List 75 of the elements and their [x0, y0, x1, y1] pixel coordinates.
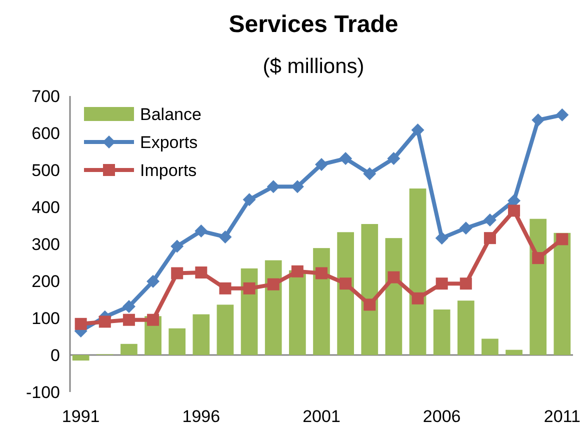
point	[532, 114, 545, 127]
y-tick-label: 100	[32, 308, 60, 328]
legend-label: Exports	[140, 132, 198, 152]
point	[412, 292, 424, 304]
bar	[72, 355, 90, 361]
bar	[530, 218, 547, 355]
bar	[313, 248, 330, 355]
point	[291, 265, 304, 278]
point	[436, 278, 448, 290]
point	[483, 213, 496, 226]
y-tick-label: 400	[32, 198, 60, 217]
legend-label: Imports	[140, 160, 197, 180]
point	[147, 314, 160, 326]
point	[340, 278, 352, 290]
point	[411, 124, 424, 137]
point	[243, 282, 256, 294]
point	[267, 278, 280, 290]
y-tick-label: 500	[32, 160, 60, 180]
point	[122, 300, 136, 314]
point	[242, 193, 256, 206]
point	[290, 180, 304, 194]
chart-title: Services Trade	[228, 11, 398, 38]
point	[194, 224, 208, 238]
bar	[457, 300, 474, 355]
bar	[192, 314, 210, 355]
bar	[168, 328, 186, 355]
point	[532, 252, 544, 264]
x-tick-label: 1996	[182, 407, 220, 426]
bar	[554, 232, 571, 355]
legend-label: Balance	[140, 104, 202, 124]
bar	[216, 304, 234, 355]
bar	[409, 188, 426, 355]
y-tick-label: 0	[50, 346, 60, 365]
point	[316, 267, 328, 280]
point	[388, 271, 400, 284]
point	[363, 167, 376, 180]
y-tick-label: 300	[32, 234, 60, 254]
point	[460, 278, 472, 290]
y-tick-label: 200	[32, 272, 60, 291]
point	[459, 222, 472, 235]
x-tick-label: 2001	[302, 407, 340, 426]
bar	[361, 224, 378, 355]
point	[218, 230, 232, 244]
bar	[433, 309, 450, 355]
point	[339, 152, 352, 166]
point	[266, 180, 280, 194]
bar	[482, 338, 498, 355]
point	[98, 316, 111, 328]
y-tick-label: -100	[26, 382, 60, 402]
bar	[289, 270, 306, 355]
point	[556, 108, 569, 122]
point	[315, 158, 328, 171]
bar	[506, 350, 522, 355]
point	[508, 204, 520, 217]
point	[74, 318, 87, 330]
point	[171, 267, 184, 280]
bar	[120, 344, 138, 355]
point	[364, 298, 376, 311]
x-tick-label: 2011	[544, 407, 580, 426]
bar	[264, 260, 282, 355]
point	[122, 314, 135, 326]
point	[170, 240, 184, 253]
chart-subtitle: ($ millions)	[262, 55, 364, 78]
point	[195, 266, 208, 278]
bar	[337, 232, 354, 355]
y-tick-label: 700	[32, 86, 60, 106]
point	[556, 233, 568, 246]
point	[146, 274, 160, 288]
point	[435, 232, 448, 245]
point	[484, 232, 496, 244]
y-tick-label: 600	[32, 124, 60, 143]
point	[219, 282, 232, 294]
x-tick-label: 2006	[422, 407, 461, 426]
point	[387, 152, 400, 166]
x-tick-label: 1991	[62, 407, 100, 426]
